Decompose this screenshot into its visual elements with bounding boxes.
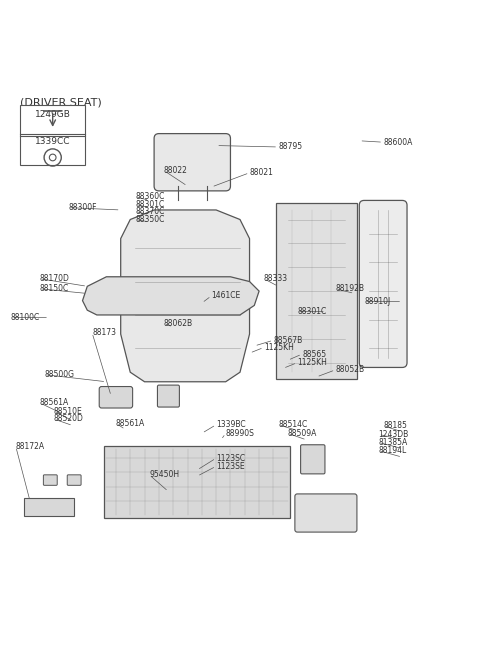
Text: 88910J: 88910J — [364, 297, 390, 306]
Text: 1123SC: 1123SC — [216, 454, 245, 463]
FancyBboxPatch shape — [21, 105, 85, 165]
FancyBboxPatch shape — [67, 475, 81, 485]
Text: 88022: 88022 — [164, 166, 188, 175]
Text: 88301C: 88301C — [297, 307, 326, 316]
Text: 88990S: 88990S — [226, 429, 254, 438]
Text: 1125KH: 1125KH — [264, 343, 294, 352]
Text: 88600A: 88600A — [383, 138, 412, 147]
FancyBboxPatch shape — [24, 498, 74, 517]
Text: 88185: 88185 — [383, 421, 407, 430]
Text: 1243DB: 1243DB — [378, 430, 408, 439]
FancyBboxPatch shape — [99, 387, 132, 408]
FancyBboxPatch shape — [300, 445, 325, 474]
PathPatch shape — [83, 276, 259, 315]
FancyBboxPatch shape — [104, 447, 290, 518]
FancyBboxPatch shape — [157, 385, 180, 407]
Text: 88333: 88333 — [264, 274, 288, 283]
Text: 88510E: 88510E — [54, 407, 83, 416]
Text: 88795: 88795 — [278, 143, 302, 151]
Text: 88021: 88021 — [250, 168, 274, 177]
Text: 88301C: 88301C — [135, 200, 164, 209]
Text: 88565: 88565 — [302, 350, 326, 359]
Text: 88173: 88173 — [92, 328, 116, 337]
Text: 1339CC: 1339CC — [35, 137, 71, 146]
Text: 88300F: 88300F — [68, 203, 96, 212]
FancyBboxPatch shape — [360, 201, 407, 367]
Text: 88370C: 88370C — [135, 207, 164, 216]
Text: 88514C: 88514C — [278, 420, 307, 429]
Text: 88561A: 88561A — [116, 419, 145, 428]
Text: 1125KH: 1125KH — [297, 358, 327, 367]
Text: 88509A: 88509A — [288, 429, 317, 438]
Text: 88520D: 88520D — [54, 415, 84, 424]
Text: 88561A: 88561A — [39, 398, 69, 408]
Text: 1339BC: 1339BC — [216, 420, 246, 429]
Text: 1123SE: 1123SE — [216, 461, 245, 471]
Text: 95450H: 95450H — [149, 471, 180, 480]
Text: 1249GB: 1249GB — [35, 110, 71, 119]
Text: 88062B: 88062B — [164, 319, 193, 328]
FancyBboxPatch shape — [154, 134, 230, 191]
FancyBboxPatch shape — [43, 475, 57, 485]
Text: 88500G: 88500G — [44, 370, 74, 379]
FancyBboxPatch shape — [276, 202, 357, 380]
Text: 88170D: 88170D — [39, 274, 70, 283]
Text: 88194L: 88194L — [378, 446, 407, 455]
Text: 88350C: 88350C — [135, 215, 164, 224]
Text: 88100C: 88100C — [11, 313, 40, 322]
Text: 81385A: 81385A — [378, 438, 408, 447]
Text: 88172A: 88172A — [16, 442, 45, 450]
Text: 88360C: 88360C — [135, 192, 164, 201]
Text: 88567B: 88567B — [274, 336, 303, 345]
Text: 1461CE: 1461CE — [211, 291, 240, 300]
Text: 88192B: 88192B — [336, 284, 364, 293]
Text: 88150C: 88150C — [39, 284, 69, 293]
Text: 88052B: 88052B — [336, 365, 365, 374]
PathPatch shape — [120, 210, 250, 382]
FancyBboxPatch shape — [295, 494, 357, 532]
Text: (DRIVER SEAT): (DRIVER SEAT) — [21, 98, 102, 108]
